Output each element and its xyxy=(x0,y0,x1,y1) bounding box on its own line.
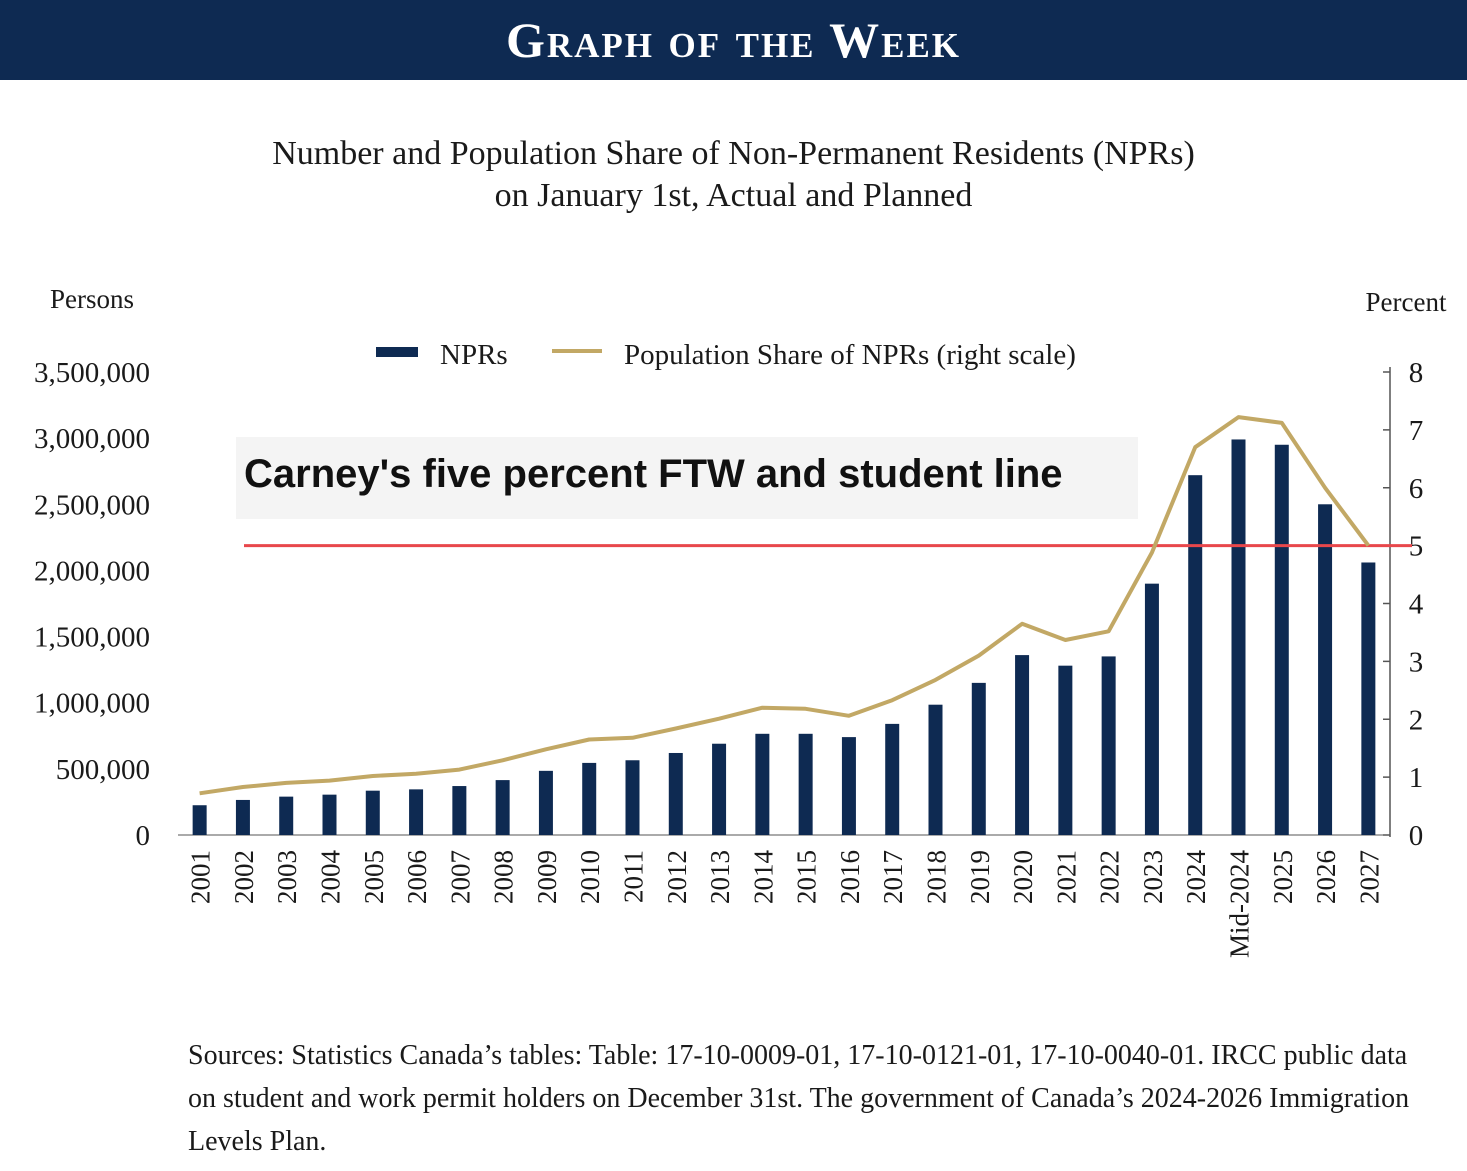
left-tick-label: 3,500,000 xyxy=(34,357,150,389)
x-tick-label: 2020 xyxy=(1008,850,1038,904)
x-tick-label: 2018 xyxy=(922,850,952,904)
chart: Persons Percent NPRs Population Share of… xyxy=(34,284,1447,958)
x-tick-label: 2016 xyxy=(835,850,865,904)
x-tick-label: 2005 xyxy=(359,850,389,904)
x-tick-label: 2025 xyxy=(1268,850,1298,904)
banner-title: Graph of the Week xyxy=(505,12,962,68)
annotation-text: Carney's five percent FTW and student li… xyxy=(244,452,1063,496)
sources-note: Sources: Statistics Canada’s tables: Tab… xyxy=(188,1040,1410,1157)
legend-label-npr: NPRs xyxy=(440,339,508,371)
bar-npr xyxy=(235,799,250,835)
x-tick-label: 2024 xyxy=(1181,850,1211,905)
bar-npr xyxy=(885,723,900,835)
bar-npr xyxy=(625,760,640,835)
bar-npr xyxy=(192,805,207,835)
bar-npr xyxy=(971,682,986,835)
bar-npr xyxy=(365,790,380,835)
x-tick-label: 2014 xyxy=(748,850,778,905)
bar-npr xyxy=(841,737,856,835)
legend: NPRs Population Share of NPRs (right sca… xyxy=(376,339,1076,371)
x-tick-label: 2002 xyxy=(229,850,259,904)
x-tick-label: 2007 xyxy=(445,850,475,904)
x-tick-label: 2010 xyxy=(575,850,605,904)
bar-npr xyxy=(409,789,424,835)
x-tick-label: 2012 xyxy=(662,850,692,904)
banner: Graph of the Week xyxy=(0,0,1467,80)
right-tick-label: 5 xyxy=(1409,531,1424,563)
right-tick-label: 6 xyxy=(1409,473,1424,505)
bar-npr xyxy=(668,752,683,835)
right-tick-label: 2 xyxy=(1409,704,1424,736)
bar-npr xyxy=(495,780,510,835)
x-tick-label: 2015 xyxy=(792,850,822,904)
right-axis-label: Percent xyxy=(1366,287,1447,317)
bar-npr xyxy=(1231,439,1246,835)
x-tick-label: 2023 xyxy=(1138,850,1168,904)
left-tick-label: 2,000,000 xyxy=(34,555,150,587)
bar-npr xyxy=(1188,475,1203,835)
left-tick-label: 1,000,000 xyxy=(34,688,150,720)
bar-npr xyxy=(1015,655,1030,835)
bar-npr xyxy=(798,733,813,835)
left-tick-label: 3,000,000 xyxy=(34,423,150,455)
x-tick-label: 2011 xyxy=(619,850,649,903)
bar-npr xyxy=(1274,444,1289,835)
left-axis-label: Persons xyxy=(50,284,134,314)
x-tick-label: 2013 xyxy=(705,850,735,904)
x-tick-label: 2026 xyxy=(1311,850,1341,904)
bar-npr xyxy=(755,733,770,835)
x-tick-label: 2022 xyxy=(1095,850,1125,904)
annotation-box xyxy=(236,437,1138,519)
right-tick-label: 3 xyxy=(1409,646,1424,678)
plot-area: 3,500,000 3,000,000 2,500,000 2,000,000 1,50… xyxy=(34,357,1424,958)
x-tick-label: 2001 xyxy=(186,850,216,904)
x-tick-label: 2027 xyxy=(1354,850,1384,904)
bar-npr xyxy=(322,794,337,835)
right-tick-label: 4 xyxy=(1409,589,1424,621)
x-tick-label: 2021 xyxy=(1051,850,1081,904)
left-tick-label: 2,500,000 xyxy=(34,489,150,521)
bar-npr xyxy=(1361,562,1376,835)
right-tick-label: 8 xyxy=(1409,357,1424,389)
bar-npr xyxy=(712,743,727,835)
left-tick-label: 0 xyxy=(136,820,151,852)
legend-label-share: Population Share of NPRs (right scale) xyxy=(624,339,1076,371)
bar-npr xyxy=(582,762,597,835)
left-tick-label: 500,000 xyxy=(56,754,150,786)
right-tick-label: 0 xyxy=(1409,820,1424,852)
right-tick-label: 7 xyxy=(1409,415,1424,447)
bar-npr xyxy=(279,796,294,835)
x-tick-label: 2006 xyxy=(402,850,432,904)
x-tick-label: 2019 xyxy=(965,850,995,904)
bar-npr xyxy=(1058,665,1073,835)
x-tick-label: 2017 xyxy=(878,850,908,904)
legend-swatch-npr xyxy=(376,347,418,357)
x-tick-label: 2003 xyxy=(272,850,302,904)
bar-npr xyxy=(1144,583,1159,835)
chart-title: Number and Population Share of Non-Perma… xyxy=(272,135,1195,172)
series-line-share xyxy=(199,415,1371,796)
x-tick-label: Mid-2024 xyxy=(1225,850,1255,959)
bar-npr xyxy=(1318,504,1333,835)
x-tick-label: 2008 xyxy=(489,850,519,904)
bar-npr xyxy=(452,786,467,835)
bar-npr xyxy=(928,704,943,835)
x-tick-label: 2009 xyxy=(532,850,562,904)
chart-subtitle: on January 1st, Actual and Planned xyxy=(494,177,973,214)
right-tick-label: 1 xyxy=(1409,762,1424,794)
left-tick-label: 1,500,000 xyxy=(34,622,150,654)
bar-npr xyxy=(1101,656,1116,835)
bar-npr xyxy=(538,770,553,835)
x-tick-label: 2004 xyxy=(316,850,346,905)
